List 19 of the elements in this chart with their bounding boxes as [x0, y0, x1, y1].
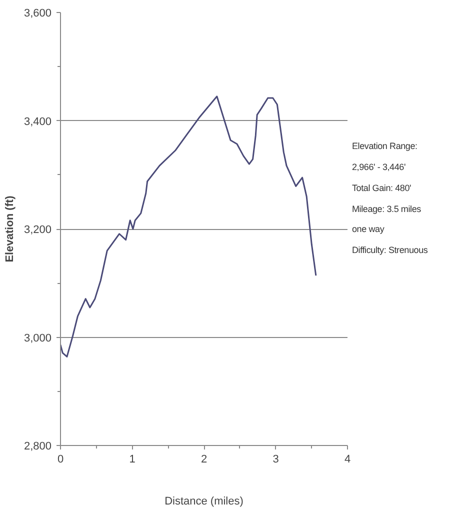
x-tick-label: 4 [344, 454, 351, 466]
text: Mileage: 3.5 miles [352, 202, 422, 216]
y-tick-label: 3,400 [24, 116, 52, 128]
y-tick-label: 3,600 [24, 8, 52, 20]
y-tick-label: 3,200 [24, 224, 52, 236]
x-axis-title: Distance (miles) [164, 496, 244, 508]
x-tick-label: 2 [200, 454, 208, 466]
text: Total Gain: 480' [352, 182, 412, 195]
text: Difficulty: Strenuous [352, 244, 428, 258]
x-tick-label: 3 [272, 454, 279, 466]
x-tick-label: 1 [129, 454, 136, 466]
line-series [60, 96, 317, 358]
y-tick-label: 2,800 [24, 440, 52, 452]
y-axis-title: Elevation (ft) [4, 195, 16, 262]
y-tick-label: 3,000 [24, 332, 52, 344]
text: Elevation Range: [352, 140, 418, 153]
x-tick-label: 0 [57, 454, 64, 466]
text: 2,966' - 3,446' [352, 160, 406, 174]
text: one way [352, 223, 386, 236]
